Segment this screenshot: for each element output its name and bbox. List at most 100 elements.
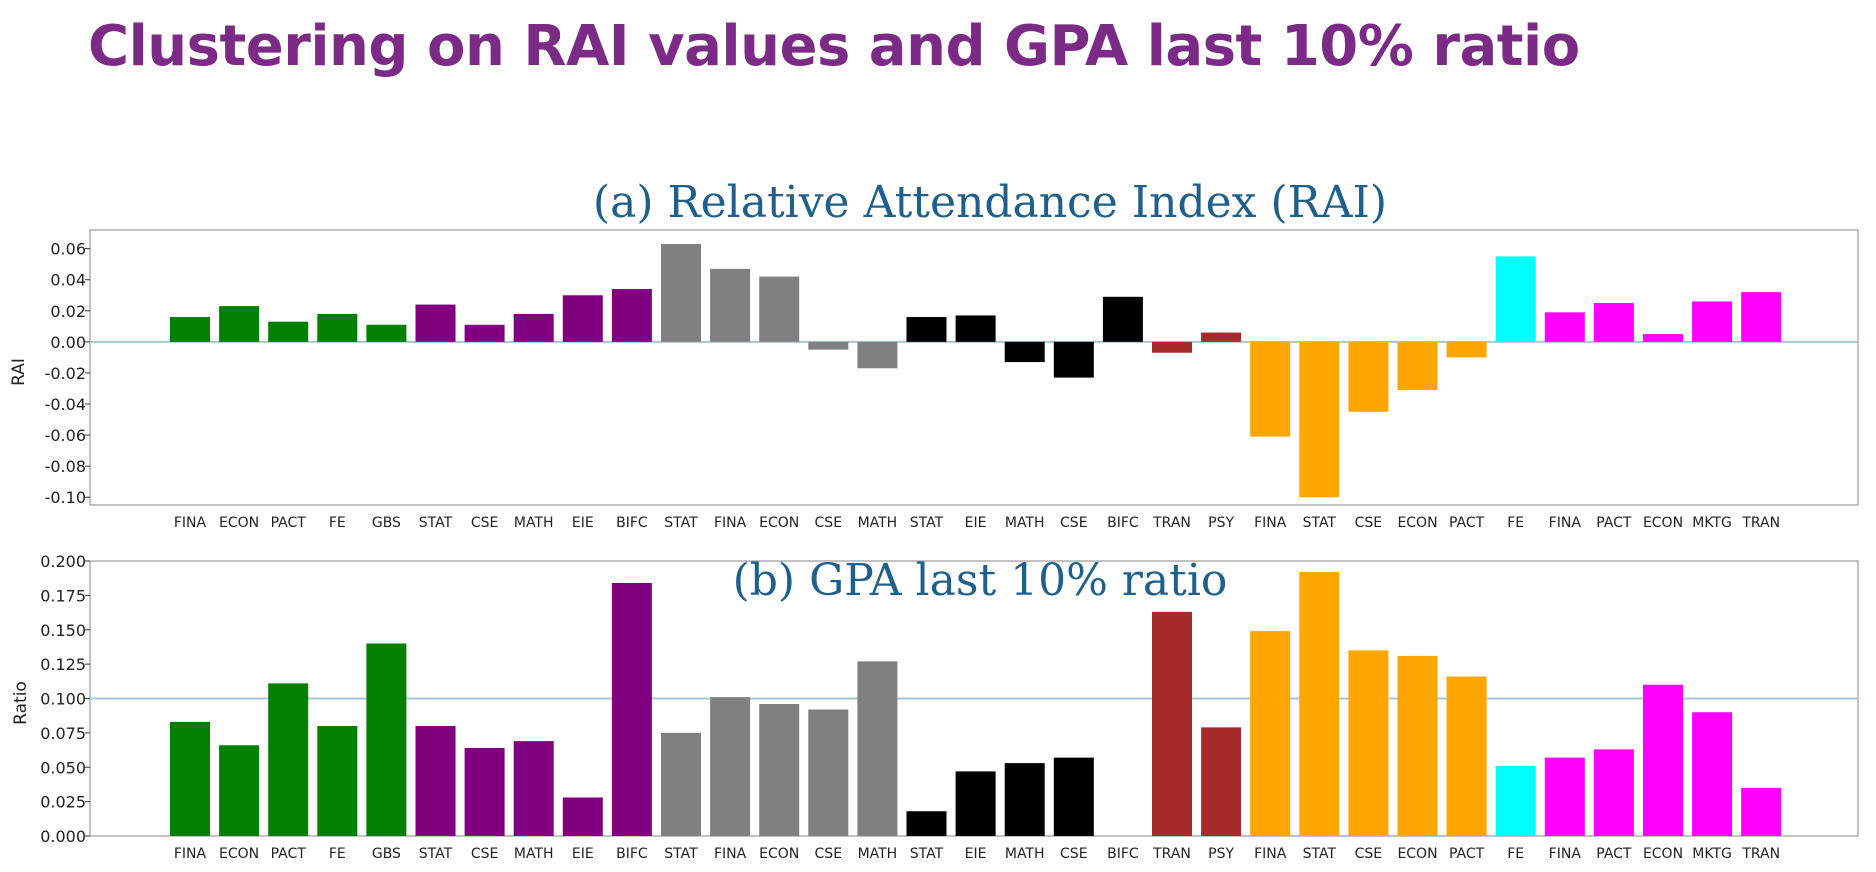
rai-y-tick-label: -0.04 <box>45 395 86 414</box>
ratio-y-tick-label: 0.000 <box>40 827 86 846</box>
ratio-bar-econ <box>1397 655 1438 836</box>
ratio-y-tick-label: 0.175 <box>40 586 86 605</box>
rai-x-tick-label: FE <box>329 515 346 531</box>
rai-bar-bifc <box>611 289 652 342</box>
ratio-bar-bifc <box>611 583 652 836</box>
rai-x-tick-label: TRAN <box>1741 515 1780 531</box>
ratio-x-tick-label: PACT <box>1596 846 1632 862</box>
rai-x-tick-label: STAT <box>1303 515 1337 531</box>
ratio-x-tick-label: MATH <box>514 846 554 862</box>
ratio-chart-title: (b) GPA last 10% ratio <box>733 555 1228 606</box>
ratio-x-tick-label: TRAN <box>1741 846 1780 862</box>
rai-bar-eie <box>562 295 603 342</box>
rai-plot-frame <box>89 229 1859 506</box>
rai-bar-gbs <box>366 324 407 342</box>
rai-x-tick-label: FINA <box>174 515 207 531</box>
ratio-x-tick-label: FINA <box>174 846 207 862</box>
rai-bar-psy <box>1201 332 1242 342</box>
rai-x-tick-label: MATH <box>514 515 554 531</box>
rai-bar-pact <box>1593 303 1634 342</box>
ratio-bar-stat <box>415 726 456 836</box>
rai-x-tick-label: TRAN <box>1152 515 1191 531</box>
rai-x-tick-label: CSE <box>1355 515 1383 531</box>
rai-y-tick-label: 0.06 <box>50 240 86 259</box>
ratio-y-tick-label: 0.125 <box>40 655 86 674</box>
ratio-x-tick-label: PSY <box>1208 846 1234 862</box>
ratio-bar-fina <box>170 721 210 836</box>
rai-x-tick-label: PSY <box>1208 515 1234 531</box>
rai-y-tick-label: -0.02 <box>45 364 86 383</box>
rai-bar-fina <box>1544 312 1585 342</box>
rai-bar-fe <box>317 313 358 342</box>
rai-x-tick-label: ECON <box>1643 515 1683 531</box>
rai-y-tick-label: 0.02 <box>50 302 86 321</box>
ratio-bar-fina <box>710 697 751 836</box>
ratio-x-tick-label: STAT <box>419 846 453 862</box>
ratio-y-tick-label: 0.050 <box>40 758 86 777</box>
ratio-bar-pact <box>268 683 309 836</box>
ratio-y-tick-label: 0.025 <box>40 793 86 812</box>
ratio-bar-stat <box>906 811 947 836</box>
rai-x-tick-label: FINA <box>1254 515 1287 531</box>
rai-x-tick-label: MATH <box>858 515 898 531</box>
rai-x-tick-label: MATH <box>1005 515 1045 531</box>
rai-y-tick-label: 0.00 <box>50 333 86 352</box>
rai-x-tick-label: PACT <box>271 515 307 531</box>
ratio-x-tick-label: FE <box>329 846 346 862</box>
ratio-bar-fe <box>317 726 358 836</box>
rai-bar-mktg <box>1692 301 1733 342</box>
ratio-x-tick-label: BIFC <box>1107 846 1139 862</box>
rai-bar-fina <box>170 317 210 342</box>
ratio-bar-mktg <box>1692 712 1733 836</box>
ratio-bar-math <box>513 741 554 836</box>
rai-bar-econ <box>1397 341 1438 391</box>
rai-x-tick-label: PACT <box>1449 515 1485 531</box>
rai-y-tick-label: -0.06 <box>45 426 86 445</box>
rai-bar-math <box>1004 341 1045 363</box>
rai-x-tick-label: BIFC <box>1107 515 1139 531</box>
ratio-x-tick-label: MATH <box>858 846 898 862</box>
ratio-bar-fina <box>1544 757 1585 836</box>
ratio-x-tick-label: STAT <box>910 846 944 862</box>
rai-bar-math <box>513 313 554 342</box>
ratio-bar-cse <box>1348 650 1389 836</box>
ratio-bar-econ <box>219 745 260 836</box>
rai-x-tick-label: MKTG <box>1692 515 1732 531</box>
rai-x-tick-label: ECON <box>759 515 799 531</box>
ratio-y-axis-label: Ratio <box>11 681 31 725</box>
rai-y-tick-label: -0.10 <box>45 488 86 507</box>
ratio-x-tick-label: TRAN <box>1152 846 1191 862</box>
rai-bar-cse <box>1053 341 1094 378</box>
ratio-y-tick-label: 0.200 <box>40 552 86 571</box>
ratio-x-tick-label: FE <box>1507 846 1524 862</box>
rai-bar-stat <box>1299 341 1340 498</box>
gpa-ratio-chart: Ratio 0.200 0.175 0.150 0.125 0.100 0.075 0.05… <box>11 552 1859 862</box>
ratio-x-tick-label: FINA <box>714 846 747 862</box>
ratio-x-tick-label: ECON <box>759 846 799 862</box>
rai-bar-fina <box>710 268 751 342</box>
ratio-bar-cse <box>1053 757 1094 836</box>
rai-bar-econ <box>759 276 800 342</box>
ratio-y-tick-label: 0.075 <box>40 724 86 743</box>
ratio-y-tick-label: 0.150 <box>40 621 86 640</box>
ratio-x-tick-label: ECON <box>219 846 259 862</box>
rai-bar-cse <box>464 324 505 342</box>
rai-x-tick-label: PACT <box>1596 515 1632 531</box>
rai-y-tick-label: 0.04 <box>50 271 86 290</box>
ratio-bar-gbs <box>366 643 407 836</box>
rai-bar-stat <box>906 317 947 342</box>
ratio-x-tick-label: GBS <box>372 846 401 862</box>
rai-bar-tran <box>1741 292 1782 342</box>
rai-bar-eie <box>955 315 996 342</box>
rai-y-axis-label: RAI <box>9 358 29 386</box>
rai-bar-econ <box>1643 334 1683 342</box>
rai-x-tick-label: EIE <box>572 515 594 531</box>
ratio-x-tick-label: MATH <box>1005 846 1045 862</box>
ratio-bar-eie <box>955 771 996 836</box>
ratio-x-tick-label: MKTG <box>1692 846 1732 862</box>
ratio-bar-eie <box>562 797 603 836</box>
ratio-x-tick-label: PACT <box>1449 846 1485 862</box>
ratio-x-tick-label: STAT <box>1303 846 1337 862</box>
ratio-x-tick-label: PACT <box>271 846 307 862</box>
rai-bar-cse <box>808 341 849 350</box>
